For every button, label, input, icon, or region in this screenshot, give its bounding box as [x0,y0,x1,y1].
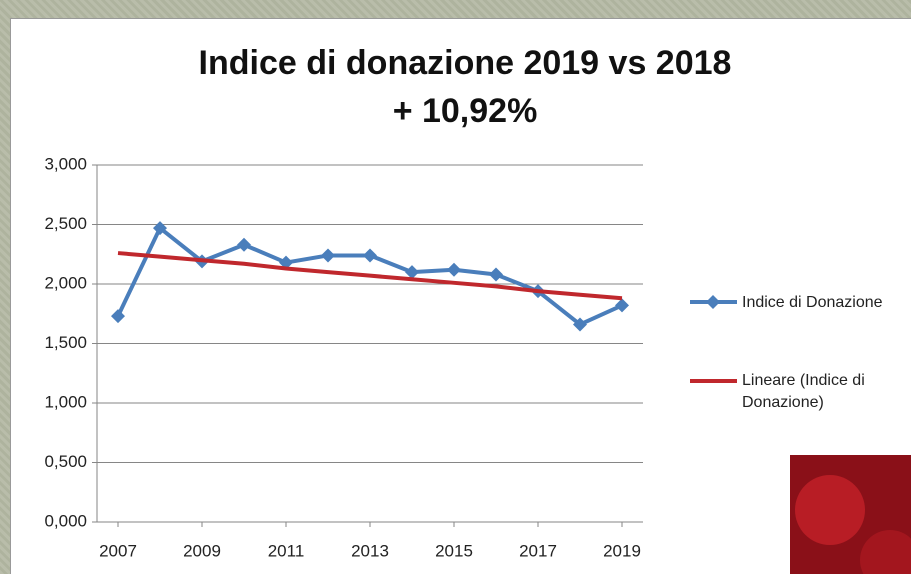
x-tick-label: 2017 [519,541,557,560]
marker [405,265,419,280]
marker [279,255,293,270]
marker [615,298,629,313]
marker [363,248,377,263]
marker [153,221,167,236]
marker [321,248,335,263]
y-tick-label: 2,000 [44,273,87,292]
x-tick-label: 2013 [351,541,389,560]
y-tick-label: 1,500 [44,333,87,352]
marker [573,317,587,332]
x-tick-label: 2011 [268,541,305,560]
chart-title: Indice di donazione 2019 vs 2018 [199,44,732,82]
x-tick-label: 2009 [183,541,221,560]
legend-label: Lineare (Indice di Donazione) [742,372,865,411]
y-tick-label: 1,000 [44,392,87,411]
decor-cell [860,530,911,574]
series-line [117,251,623,301]
plot: 0,000 0,500 1,000 1,500 2,000 2,500 3,000 2007 2… [44,154,737,560]
x-tick-label: 2015 [435,541,473,560]
legend-label: Indice di Donazione [742,294,883,311]
chart-subtitle: + 10,92% [393,92,538,130]
y-tick-label: 2,500 [44,214,87,233]
y-tick-label: 0,000 [44,511,87,530]
y-tick-label: 3,000 [44,154,87,173]
x-tick-label: 2007 [99,541,137,560]
marker [447,262,461,277]
marker [489,267,503,282]
legend-marker [706,295,720,309]
decor-cell [795,475,865,545]
chart-panel [10,18,911,574]
marker [111,309,125,324]
marker [237,237,251,252]
x-tick-label: 2019 [603,541,641,560]
y-tick-label: 0,500 [44,452,87,471]
